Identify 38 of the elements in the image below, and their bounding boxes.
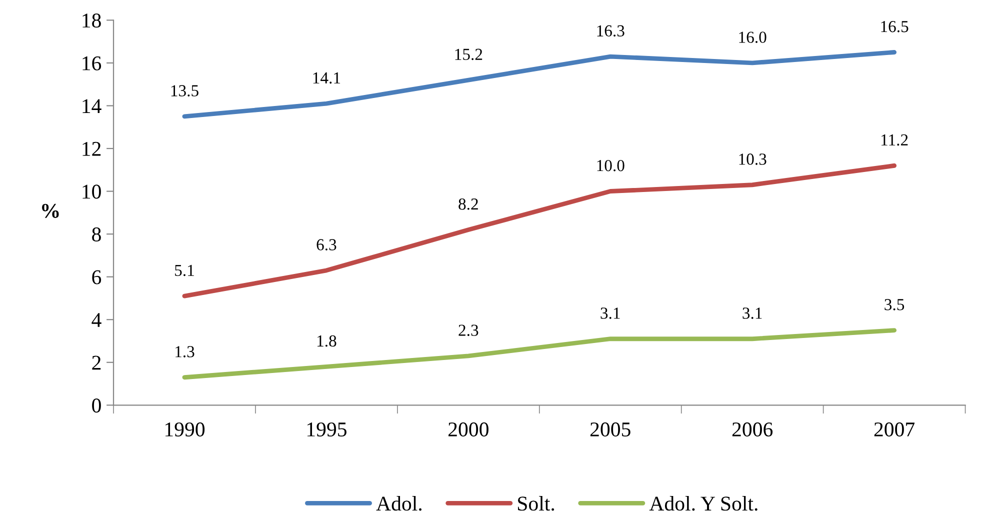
data-label: 5.1 [175, 264, 194, 276]
legend-label: Adol. Y Solt. [649, 496, 758, 511]
data-label: 1.8 [318, 335, 336, 347]
y-tick-label: 12 [82, 142, 101, 156]
y-tick-label: 4 [92, 313, 102, 327]
data-label: 6.3 [316, 239, 336, 250]
data-label: 8.2 [458, 198, 478, 210]
data-label: 3.1 [742, 308, 762, 319]
y-tick-label: 8 [92, 227, 101, 242]
data-label: 13.5 [171, 85, 198, 96]
data-label: 11.2 [882, 134, 908, 146]
data-label: 16.5 [881, 21, 908, 32]
x-tick-label: 1990 [165, 422, 205, 436]
data-label: 16.3 [597, 25, 624, 37]
legend-label: Adol. [376, 496, 422, 511]
data-label: 3.5 [884, 299, 904, 310]
data-label: 10.3 [739, 154, 766, 165]
x-tick-label: 2007 [874, 422, 915, 436]
y-tick-label: 10 [82, 184, 101, 199]
y-axis-title: % [42, 204, 59, 218]
data-label: 15.2 [455, 48, 482, 60]
x-tick-label: 2000 [448, 422, 488, 436]
y-tick-label: 6 [92, 270, 102, 284]
data-label: 10.0 [597, 160, 624, 172]
data-label: 2.3 [458, 324, 478, 336]
y-tick-label: 16 [82, 56, 102, 70]
data-label: 1.3 [176, 346, 194, 358]
x-tick-label: 2006 [732, 422, 773, 436]
x-tick-label: 1995 [307, 422, 346, 436]
y-tick-label: 2 [92, 356, 101, 370]
y-tick-label: 18 [82, 14, 101, 28]
data-label: 3.1 [600, 308, 620, 319]
y-tick-label: 14 [82, 99, 102, 113]
x-tick-label: 2005 [590, 422, 630, 436]
data-label: 14.1 [313, 72, 340, 84]
data-label: 16.0 [739, 32, 766, 43]
y-tick-label: 0 [92, 398, 101, 413]
legend-label: Solt. [518, 496, 554, 511]
